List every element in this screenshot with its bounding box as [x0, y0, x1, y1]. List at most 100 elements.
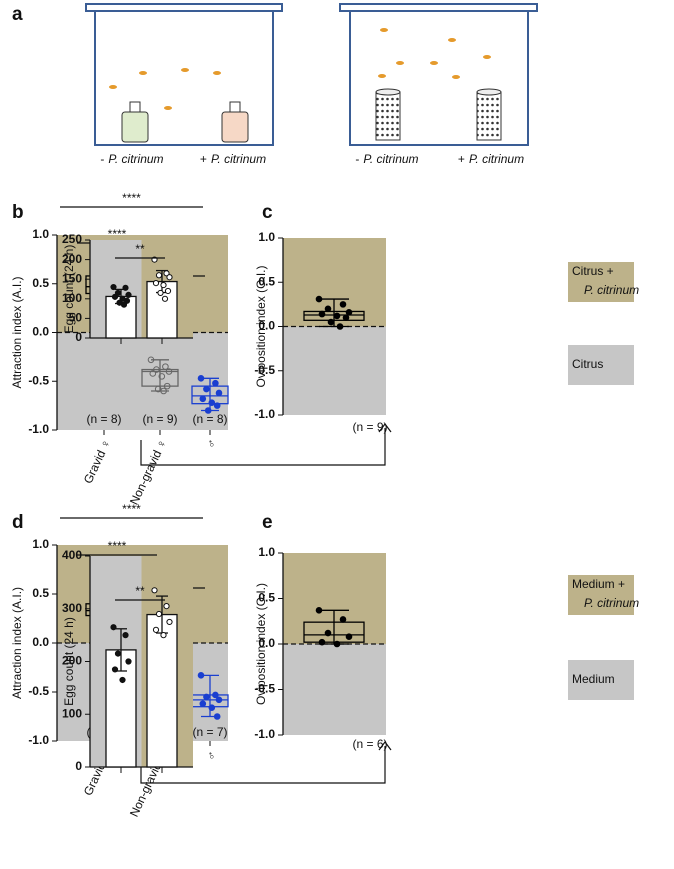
legend-label: Citrus + P. citrinum: [572, 264, 639, 297]
data-point: [208, 399, 216, 407]
data-point: [339, 301, 347, 308]
y-tick-label: -1.0: [254, 727, 275, 741]
data-point: [318, 638, 326, 646]
x-tick-label: ♂: [203, 437, 219, 451]
y-tick-label: 1.0: [258, 230, 275, 244]
data-point: [110, 624, 117, 631]
data-point: [345, 633, 353, 641]
data-point: [199, 395, 207, 403]
legend-swatch: [568, 345, 634, 385]
data-point: [164, 287, 172, 295]
n-label: (n = 9): [142, 412, 177, 426]
data-point: [155, 272, 163, 279]
legend-label: Citrus: [572, 357, 603, 371]
arrowhead: [378, 423, 392, 433]
arrow: [140, 746, 386, 784]
y-tick-label: 1.0: [32, 537, 49, 551]
data-point: [161, 295, 169, 302]
panel-label: b: [12, 202, 24, 223]
y-tick-label: 1.0: [258, 545, 275, 559]
data-point: [123, 297, 131, 304]
data-point: [203, 693, 210, 701]
data-point: [163, 603, 170, 610]
y-tick-label: 50: [69, 311, 83, 325]
data-point: [199, 700, 207, 708]
data-point: [166, 618, 173, 626]
data-point: [318, 310, 326, 318]
data-point: [147, 356, 155, 364]
x-tick-label: Non-gravid ♀: [127, 437, 170, 507]
data-point: [111, 666, 119, 673]
data-point: [212, 379, 219, 387]
cage-right: [339, 3, 538, 146]
legend-text: Citrus: [572, 357, 603, 371]
significance-label: ****: [108, 539, 127, 553]
legend-text: P. citrinum: [584, 596, 639, 610]
data-point: [160, 387, 167, 395]
significance-label: ****: [122, 191, 141, 205]
data-point: [213, 713, 221, 720]
y-tick-label: 200: [62, 654, 82, 668]
data-point: [120, 301, 128, 308]
y-tick-label: 250: [62, 232, 82, 246]
data-point: [212, 691, 219, 699]
y-tick-label: -1.0: [28, 422, 49, 436]
n-label: (n = 9): [352, 420, 387, 434]
y-axis-label: Attraction index (A.I.): [10, 276, 24, 388]
significance-label: ****: [122, 502, 141, 516]
panel-label: e: [262, 512, 273, 533]
data-point: [166, 274, 173, 281]
y-tick-label: -1.0: [254, 407, 275, 421]
significance-label: **: [135, 584, 145, 598]
data-point: [125, 658, 132, 665]
label-name: P. citrinum: [108, 152, 163, 166]
data-point: [208, 704, 216, 711]
data-point: [345, 309, 353, 316]
legend-text: P. citrinum: [584, 283, 639, 297]
y-tick-label: 300: [62, 601, 82, 615]
data-point: [163, 382, 171, 390]
data-point: [213, 402, 221, 409]
data-point: [122, 632, 129, 639]
y-tick-label: -0.5: [28, 373, 49, 387]
data-point: [151, 587, 158, 594]
data-point: [155, 610, 163, 618]
data-point: [336, 323, 344, 330]
y-tick-label: 400: [62, 548, 82, 562]
legend-label: Medium: [572, 672, 615, 686]
data-point: [152, 626, 160, 633]
legend-text: Citrus +: [572, 264, 614, 278]
panel-label: c: [262, 202, 273, 223]
y-tick-label: 0: [75, 330, 82, 344]
y-axis-label: Egg count (24 h): [62, 617, 76, 706]
data-point: [125, 291, 132, 298]
background-below: [283, 644, 386, 735]
box: [141, 368, 179, 387]
data-point: [324, 305, 332, 313]
y-tick-label: -0.5: [28, 684, 49, 698]
y-tick-label: 0.0: [258, 636, 275, 650]
n-label: (n = 7): [192, 725, 227, 739]
significance-label: **: [135, 242, 145, 256]
data-point: [333, 640, 341, 648]
y-tick-label: 0: [75, 759, 82, 773]
y-tick-label: 100: [62, 706, 82, 720]
box: [303, 621, 365, 643]
legend-swatch: [568, 575, 634, 615]
vial-left: [121, 101, 249, 143]
y-tick-label: 200: [62, 252, 82, 266]
x-tick-label: Gravid ♀: [81, 437, 114, 486]
x-tick-label: ♂: [203, 749, 219, 763]
background-below: [283, 326, 386, 415]
label-name: P. citrinum: [363, 152, 418, 166]
y-tick-label: 0.0: [258, 319, 275, 333]
legend-swatch: [568, 262, 634, 302]
data-point: [203, 385, 210, 393]
label-name: P. citrinum: [211, 152, 266, 166]
data-point: [324, 629, 332, 637]
data-point: [110, 283, 117, 291]
y-tick-label: -1.0: [28, 733, 49, 747]
data-point: [339, 616, 347, 623]
data-point: [327, 318, 335, 326]
y-tick-label: 150: [62, 271, 82, 285]
